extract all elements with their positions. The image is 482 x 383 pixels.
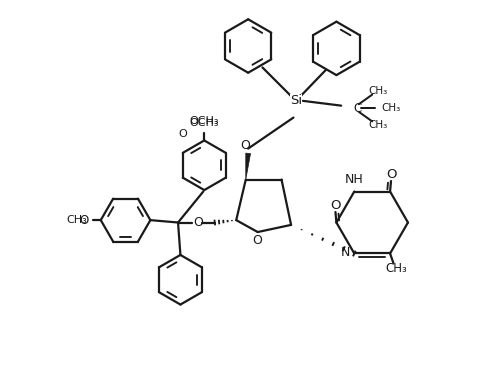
Text: OCH₃: OCH₃ bbox=[189, 118, 219, 128]
Text: CH₃: CH₃ bbox=[368, 86, 388, 97]
Text: O: O bbox=[178, 129, 187, 139]
Text: CH₃: CH₃ bbox=[66, 215, 87, 225]
Text: NH: NH bbox=[345, 173, 363, 186]
Text: O: O bbox=[330, 199, 341, 212]
Text: O: O bbox=[240, 139, 250, 152]
Text: N: N bbox=[341, 246, 350, 259]
Text: O: O bbox=[252, 234, 262, 247]
Text: O: O bbox=[386, 168, 396, 181]
Text: CH₃: CH₃ bbox=[382, 103, 401, 113]
Text: C: C bbox=[354, 101, 362, 115]
Text: CH₃: CH₃ bbox=[368, 120, 388, 130]
Text: CH₃: CH₃ bbox=[385, 262, 407, 275]
Text: O: O bbox=[193, 216, 203, 229]
Polygon shape bbox=[246, 153, 251, 180]
Text: OCH₃: OCH₃ bbox=[189, 116, 219, 126]
Text: Si: Si bbox=[290, 94, 302, 107]
Text: O: O bbox=[79, 214, 88, 227]
